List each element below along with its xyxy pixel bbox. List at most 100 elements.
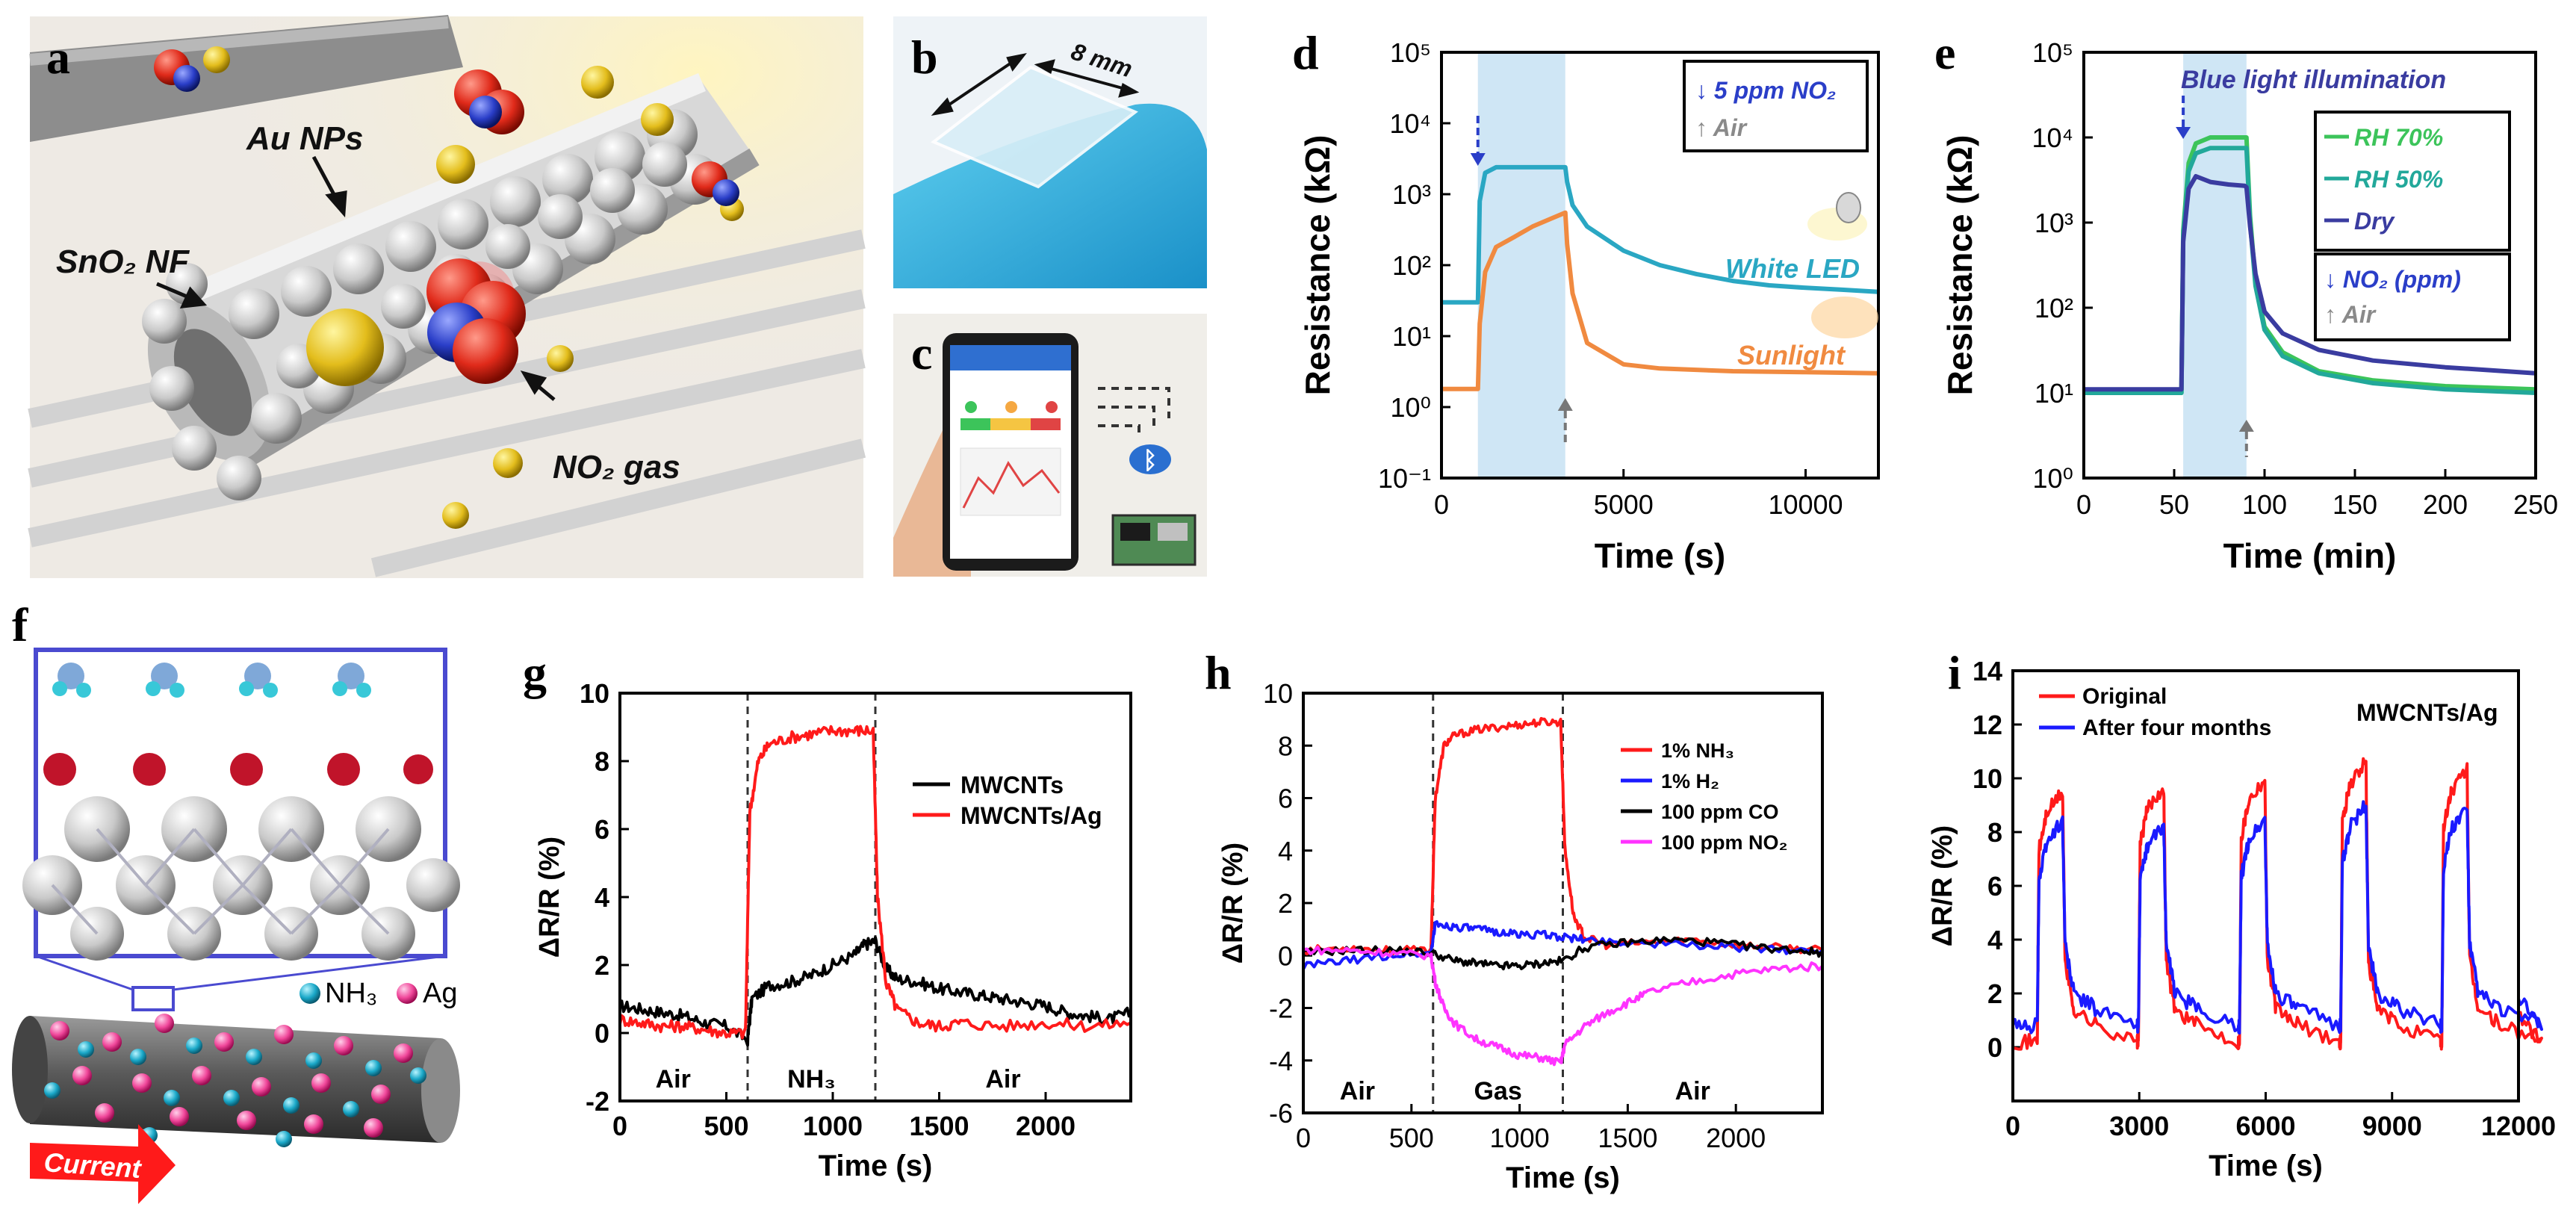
plot-frame [618,692,1132,1102]
x-tick-label: 50 [2159,489,2189,520]
x-tick-label: 500 [1389,1123,1434,1153]
y-tick-label: 10⁰ [1391,392,1431,423]
panel-label-a: a [46,31,70,84]
legend-air: ↑ Air [1695,114,1748,141]
panel-a-arrows [156,155,556,401]
region-label: Air [985,1065,1020,1094]
y-tick-label: 0 [1278,940,1293,971]
legend-no2: ↓ NO₂ (ppm) [2324,266,2461,293]
legend-entry: 1% NH₃ [1661,739,1734,762]
y-tick-label: 10¹ [1392,321,1431,352]
x-axis-label: Time (s) [819,1150,933,1182]
y-tick-label: -2 [586,1086,609,1117]
region-label: Air [1675,1077,1710,1105]
x-tick-label: 2000 [1706,1123,1766,1153]
x-tick-label: 0 [2005,1111,2020,1141]
plot-frame [2082,51,2537,480]
panel-b-arrows [931,52,1140,117]
y-tick-label: 12 [1973,710,2002,740]
panel-label-d: d [1292,26,1319,79]
x-tick-label: 0 [2076,489,2091,520]
panel-b-photo [893,16,1207,288]
series-line-sunlight [1441,210,1879,391]
y-tick-label: 10 [1973,763,2002,794]
x-tick-label: 2000 [1016,1111,1076,1141]
y-tick-label: 8 [595,746,609,777]
legend-entry: RH 50% [2354,166,2443,193]
x-tick-label: 1500 [1598,1123,1657,1153]
bluetooth-icon: ᛒ [1129,444,1171,474]
y-tick-label: 10² [1392,250,1431,281]
legend-entry: After four months [2082,716,2271,740]
y-tick-label: -4 [1269,1046,1293,1076]
series-line-mwcnts [619,935,1132,1047]
nanofiber-top-background [29,15,463,142]
oxygen-atoms [43,753,433,786]
series-line-mwcnts-ag [618,725,1132,1040]
x-tick-label: 12000 [2481,1111,2556,1141]
y-tick-label: 0 [1987,1032,2002,1063]
legend-air: ↑ Air [2324,301,2377,328]
panel-label-i: i [1948,646,1961,699]
chart-d: d 10⁻¹ 10⁰ 10¹ 10² 10³ 10⁴ 10⁵ 0 5000 10000 Time (s… [1292,26,1880,575]
legend-entry: 100 ppm CO [1661,801,1779,823]
plot-frame [2011,669,2520,1102]
series-line-white-led [1441,164,1879,305]
x-tick-label: 0 [1434,489,1449,520]
illumination-shade [2183,52,2247,478]
panel-label-c: c [911,326,932,379]
y-tick-label: 6 [595,814,609,845]
panel-label-h: h [1205,646,1232,699]
chart-e: e 10⁰ 10¹ 10² 10³ 10⁴ 10⁵ 0 50 100 150 200 250 Time (… [1934,26,2558,575]
panel-label-g: g [523,646,547,699]
legend-box-gas [2314,252,2511,341]
y-tick-label: 10⁴ [2032,122,2073,153]
x-tick-label: 1000 [1490,1123,1550,1153]
illumination-shade [1477,52,1565,478]
region-label: NH₃ [787,1065,836,1094]
y-tick-label: 10³ [2035,208,2073,238]
y-tick-label: 8 [1987,817,2002,848]
plot-frame [1440,51,1880,480]
y-axis-label: ΔR/R (%) [1217,843,1249,964]
legend-entry: Original [2082,684,2167,709]
legend-entry: 1% H₂ [1661,770,1719,792]
y-tick-label: 6 [1278,784,1293,814]
series-line-2 [1303,936,1823,971]
panel-a-illustration: Au NPs SnO₂ NF NO₂ gas [28,15,866,578]
y-axis-label: ΔR/R (%) [1927,825,1958,946]
bulb-icon [1836,192,1861,223]
y-tick-label: 6 [1987,871,2002,902]
no2-gas-label: NO₂ gas [553,449,680,486]
y-tick-label: 8 [1278,730,1293,761]
sunlight-label: Sunlight [1737,340,1846,370]
legend-no2: ↓ 5 ppm NO₂ [1695,77,1836,104]
nh3-legend-label: NH₃ [325,978,377,1009]
y-tick-label: 10 [1263,678,1293,709]
x-axis-label: Time (s) [1506,1161,1620,1194]
x-tick-label: 3000 [2109,1111,2169,1141]
y-tick-label: 10⁰ [2033,463,2073,494]
svg-text:ᛒ: ᛒ [1143,447,1157,474]
x-tick-label: 100 [2242,489,2287,520]
y-tick-label: 10² [2035,293,2073,323]
sun-glow-icon [1811,297,1878,338]
x-tick-label: 10000 [1768,489,1843,520]
ag-legend-label: Ag [423,978,457,1009]
y-axis-label: ΔR/R (%) [534,837,565,958]
y-tick-label: 10⁻¹ [1378,463,1431,494]
x-axis-label: Time (s) [1595,536,1726,575]
series-line-1 [1302,920,1824,970]
y-axis-label: Resistance (kΩ) [1940,135,1979,396]
y-tick-label: -6 [1269,1098,1293,1129]
y-tick-label: 10³ [1392,179,1431,210]
panel-label-f: f [12,598,28,651]
white-led-label: White LED [1725,253,1860,284]
no2-on-arrowhead [1470,153,1486,166]
plot-frame [1302,692,1824,1114]
y-tick-label: 4 [1278,836,1293,866]
x-tick-label: 0 [612,1111,627,1141]
region-label: Air [656,1065,691,1094]
y-tick-label: 4 [1987,925,2002,955]
